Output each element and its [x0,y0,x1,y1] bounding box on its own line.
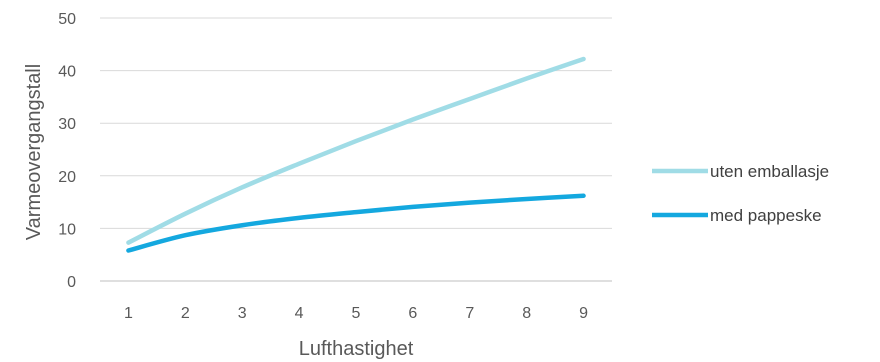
y-tick-label: 20 [58,169,76,186]
y-axis-ticks: 0 10 20 30 40 50 [58,11,76,291]
x-axis-ticks: 1 2 3 4 5 6 7 8 9 [124,305,588,322]
x-tick-label: 1 [124,305,133,322]
series-lines [126,56,586,253]
y-tick-label: 50 [58,11,76,28]
x-tick-label: 2 [181,305,190,322]
series-line-1 [126,56,586,245]
x-tick-label: 6 [408,305,417,322]
series-line-2 [126,193,586,253]
y-axis-title: Varmeovergangstall [23,64,45,240]
x-tick-label: 8 [522,305,531,322]
x-tick-label: 9 [579,305,588,322]
gridlines [100,17,612,282]
legend: uten emballasje med pappeske [652,162,829,225]
x-axis-title: Lufthastighet [299,338,414,360]
x-tick-label: 5 [352,305,361,322]
y-tick-label: 10 [58,221,76,238]
x-tick-label: 7 [465,305,474,322]
y-tick-label: 0 [67,274,76,291]
x-tick-label: 4 [295,305,304,322]
y-tick-label: 30 [58,116,76,133]
x-tick-label: 3 [238,305,247,322]
legend-label: uten emballasje [710,162,829,181]
legend-label: med pappeske [710,206,822,225]
y-tick-label: 40 [58,64,76,81]
